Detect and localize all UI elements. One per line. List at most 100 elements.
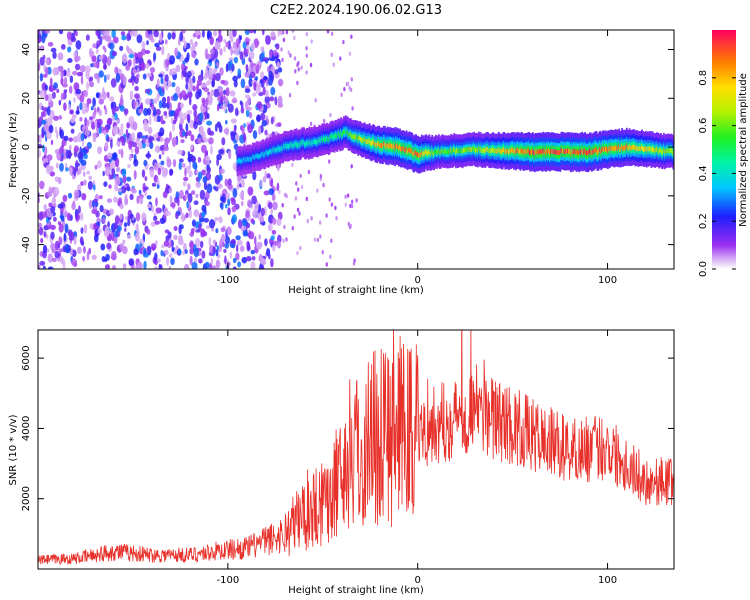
signal-core-cell [510,148,512,154]
noise-cell [328,197,331,202]
noise-cell [272,201,278,211]
noise-cell [44,66,49,76]
signal-core-cell [476,148,479,154]
noise-cell [347,221,350,227]
noise-cell [167,32,172,40]
signal-core-cell [375,141,378,147]
noise-cell [201,131,206,141]
noise-cell [84,129,91,136]
noise-cell [209,219,215,229]
noise-cell [332,62,335,67]
noise-cell [133,159,139,167]
noise-cell [171,137,177,146]
noise-cell [168,187,173,194]
signal-core-cell [401,146,404,152]
noise-cell [307,169,311,175]
spectrogram-frame [37,29,675,270]
noise-cell [168,235,172,246]
signal-core-cell [526,148,529,154]
signal-core-cell [488,148,491,154]
signal-core-cell [296,143,299,148]
noise-cell [213,239,216,245]
noise-cell [193,248,199,258]
signal-core-cell [342,131,344,137]
noise-cell [325,262,328,267]
signal-core-cell [330,134,333,140]
signal-core-cell [398,145,400,151]
noise-cell [212,246,216,254]
noise-cell [116,224,122,232]
noise-cell [248,229,251,239]
noise-cell [247,242,251,252]
signal-core-cell [467,146,470,152]
signal-core-cell [594,147,597,153]
signal-core-cell [417,151,419,157]
noise-cell [125,64,131,71]
noise-cell [154,145,161,153]
noise-cell [206,80,211,86]
noise-cell [132,69,137,74]
noise-cell [40,237,44,244]
noise-cell [329,112,332,118]
noise-cell [271,193,276,201]
noise-cell [275,43,280,50]
signal-core-cell [554,149,557,155]
noise-cell [59,129,64,139]
signal-core-cell [535,150,538,155]
signal-core-cell [582,150,585,155]
noise-cell [56,88,60,93]
noise-cell [124,216,128,221]
signal-core-cell [404,148,407,153]
noise-cell [147,88,150,94]
signal-core-cell [648,146,651,152]
noise-cell [77,71,83,77]
noise-cell [231,118,237,123]
noise-cell [314,98,317,103]
noise-cell [128,116,135,125]
noise-cell [270,116,274,125]
signal-core-cell [607,146,610,152]
noise-cell [44,94,49,101]
noise-cell [194,58,199,66]
signal-core-cell [456,148,458,153]
noise-cell [215,228,219,234]
noise-cell [60,44,66,50]
noise-cell [319,174,323,179]
signal-core-cell [624,145,626,151]
signal-core-cell [497,146,500,152]
noise-cell [208,237,212,247]
noise-cell [46,191,53,198]
noise-cell [73,168,77,177]
signal-core-cell [672,150,674,156]
noise-cell [114,157,120,168]
noise-cell [294,196,298,201]
signal-core-cell [384,143,387,149]
noise-cell [41,119,47,125]
signal-core-cell [306,140,308,146]
noise-cell [141,48,147,56]
noise-cell [151,205,155,213]
noise-cell [111,152,116,161]
noise-cell [160,160,165,166]
signal-core-cell [366,139,369,144]
noise-cell [129,30,134,37]
noise-cell [283,224,286,230]
signal-core-cell [461,149,464,155]
noise-cell [240,78,246,89]
noise-cell [46,131,52,140]
noise-cell [220,90,224,97]
noise-cell [247,123,254,134]
noise-cell [66,68,71,78]
noise-cell [38,30,41,34]
noise-cell [104,35,111,42]
signal-core-cell [338,131,341,137]
noise-cell [39,180,45,190]
noise-cell [267,78,273,86]
signal-core-cell [357,136,360,142]
noise-cell [210,145,213,155]
noise-cell [156,184,160,189]
noise-cell [261,259,267,266]
noise-cell [152,98,158,104]
signal-core-cell [320,138,323,144]
noise-cell [149,67,156,73]
